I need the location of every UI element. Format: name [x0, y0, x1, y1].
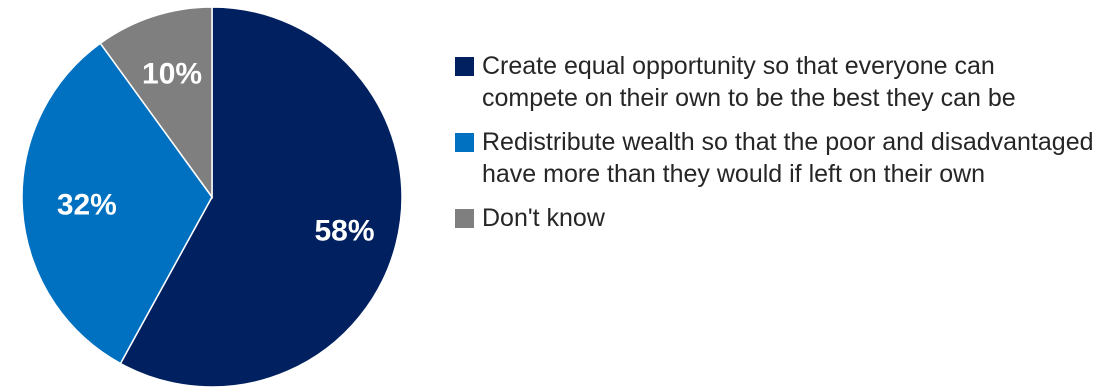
pie-slice-dont-know: [99, 6, 213, 200]
legend-item-equal-opportunity: Create equal opportunity so that everyon…: [455, 50, 1095, 114]
pie-chart: 58% 32% 10%: [21, 6, 403, 388]
pie-slices: [21, 6, 403, 388]
legend: Create equal opportunity so that everyon…: [455, 50, 1095, 246]
pie-slice-equal-opportunity: [119, 6, 403, 388]
legend-item-dont-know: Don't know: [455, 202, 1095, 234]
legend-label: Don't know: [482, 204, 605, 232]
legend-item-redistribute-wealth: Redistribute wealth so that the poor and…: [455, 126, 1095, 190]
slice-data-label: 32%: [57, 188, 117, 221]
legend-swatch: [455, 133, 474, 152]
slice-data-label: 58%: [314, 215, 374, 248]
legend-swatch: [455, 209, 474, 228]
legend-label: Redistribute wealth so that the poor and…: [482, 128, 1094, 188]
pie-slice-labels: 58% 32% 10%: [57, 58, 375, 248]
pie-slice-redistribute-wealth: [21, 42, 213, 365]
slice-data-label: 10%: [142, 58, 202, 91]
legend-label: Create equal opportunity so that everyon…: [482, 52, 1016, 112]
legend-swatch: [455, 57, 474, 76]
